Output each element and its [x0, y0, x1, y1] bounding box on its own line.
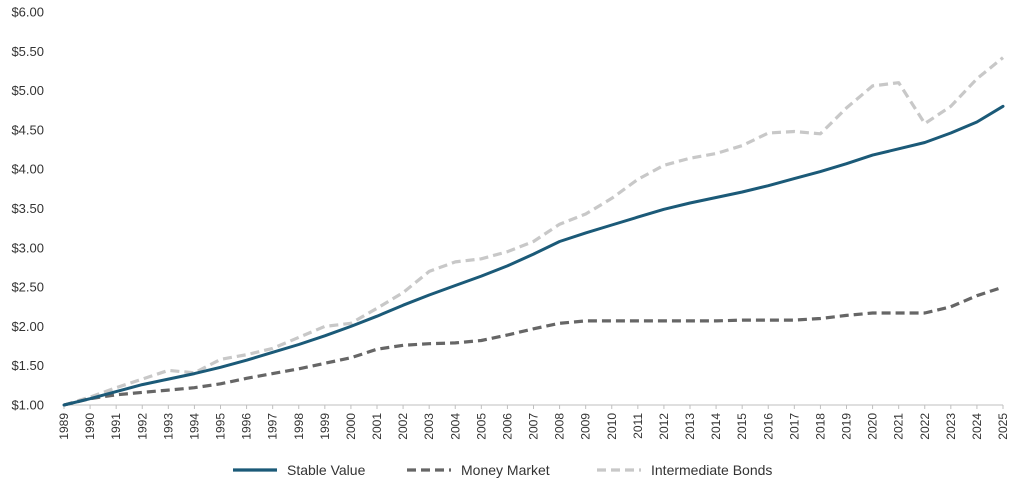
x-tick-label: 2001 — [370, 413, 384, 440]
x-tick-label: 2010 — [605, 413, 619, 440]
x-tick-label: 1992 — [135, 413, 149, 440]
x-tick-label: 1990 — [83, 413, 97, 440]
y-tick-label: $2.00 — [11, 319, 44, 334]
y-tick-label: $5.50 — [11, 44, 44, 59]
y-tick-label: $2.50 — [11, 280, 44, 295]
legend-label: Stable Value — [287, 462, 366, 478]
x-axis: 1989 1990 1991 1992 1993 1994 1995 1996 1997 1998… — [57, 405, 1010, 440]
x-tick-label: 2004 — [448, 413, 462, 440]
x-tick-label: 2014 — [709, 413, 723, 440]
x-tick-label: 2013 — [683, 413, 697, 440]
x-tick-label: 2006 — [500, 413, 514, 440]
x-tick-label: 2018 — [813, 413, 827, 440]
x-tick-label: 2000 — [344, 413, 358, 440]
x-tick-label: 1991 — [109, 413, 123, 440]
y-tick-label: $5.00 — [11, 83, 44, 98]
x-tick-label: 2017 — [787, 413, 801, 440]
x-tick-label: 1996 — [240, 413, 254, 440]
x-tick-label: 1997 — [266, 413, 280, 440]
y-tick-label: $1.00 — [11, 398, 44, 413]
x-tick-label: 2008 — [553, 413, 567, 440]
legend-label: Intermediate Bonds — [651, 462, 772, 478]
x-tick-label: 2023 — [944, 413, 958, 440]
x-tick-label: 2002 — [396, 413, 410, 440]
x-tick-label: 2011 — [631, 413, 645, 439]
legend-label: Money Market — [461, 462, 550, 478]
legend: Stable Value Money Market Intermediate Bon… — [233, 462, 772, 478]
x-tick-label: 2020 — [866, 413, 880, 440]
y-tick-label: $1.50 — [11, 358, 44, 373]
y-axis: $1.00 $1.50 $2.00 $2.50 $3.00 $3.50 $4.00 $4.50… — [11, 5, 44, 413]
x-tick-label: 1994 — [187, 413, 201, 440]
series-line-intermediate-bonds — [63, 56, 1005, 407]
x-tick-label: 2007 — [527, 413, 541, 440]
x-tick-label: 2025 — [996, 413, 1010, 440]
series-line-money-market — [63, 285, 1004, 407]
plot-area — [62, 56, 1005, 407]
x-tick-label: 1995 — [214, 413, 228, 440]
x-tick-label: 2005 — [474, 413, 488, 440]
x-tick-label: 1998 — [292, 413, 306, 440]
x-tick-label: 2012 — [657, 413, 671, 440]
x-tick-label: 1993 — [161, 413, 175, 440]
x-tick-label: 2015 — [735, 413, 749, 440]
x-tick-label: 2021 — [892, 413, 906, 440]
x-tick-label: 1989 — [57, 413, 71, 440]
x-tick-label: 2009 — [579, 413, 593, 440]
y-tick-label: $3.00 — [11, 240, 44, 255]
x-tick-label: 2003 — [422, 413, 436, 440]
y-tick-label: $6.00 — [11, 5, 44, 20]
series-line-stable-value — [62, 104, 1005, 407]
x-tick-label: 2019 — [840, 413, 854, 440]
x-tick-label: 2022 — [918, 413, 932, 440]
y-tick-label: $4.50 — [11, 122, 44, 137]
x-tick-label: 2016 — [761, 413, 775, 440]
y-tick-label: $4.00 — [11, 162, 44, 177]
y-tick-label: $3.50 — [11, 201, 44, 216]
x-tick-label: 2024 — [970, 413, 984, 440]
x-tick-label: 1999 — [318, 413, 332, 440]
